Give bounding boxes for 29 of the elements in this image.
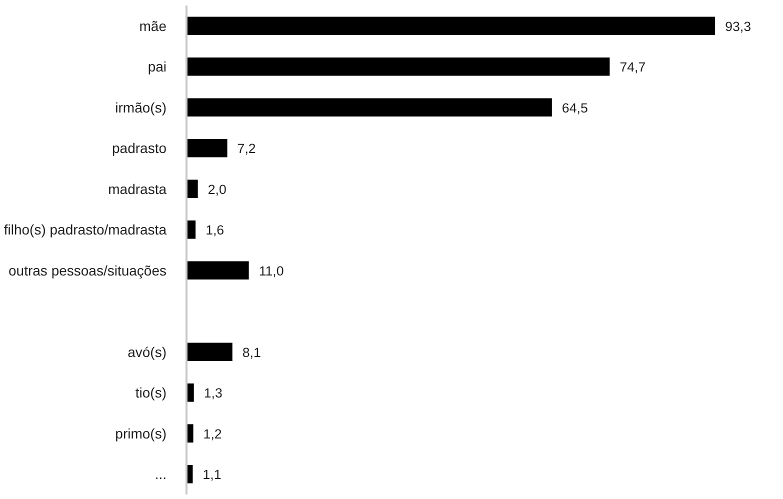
bar xyxy=(186,57,610,76)
y-tick-label: outras pessoas/situações xyxy=(8,262,167,278)
bar xyxy=(186,342,232,362)
y-tick-label: madrasta xyxy=(108,180,167,197)
bar xyxy=(186,98,552,117)
y-tick-label: padrasto xyxy=(112,140,167,156)
y-tick-label: mãe xyxy=(139,18,167,34)
data-label: 1,3 xyxy=(204,386,222,401)
data-label: 11,0 xyxy=(258,263,284,278)
data-label: 1,2 xyxy=(203,426,222,442)
data-label: 74,7 xyxy=(620,60,646,75)
bar xyxy=(186,180,198,198)
y-tick-label: pai xyxy=(148,58,167,75)
data-label: 1,6 xyxy=(206,222,224,238)
bar xyxy=(186,16,716,36)
bar xyxy=(186,138,228,158)
data-label: 1,1 xyxy=(202,467,222,482)
bar xyxy=(186,261,249,280)
data-label: 93,3 xyxy=(725,18,752,34)
data-label: 8,1 xyxy=(242,344,261,360)
data-label: 7,2 xyxy=(237,141,256,156)
y-tick-label: primo(s) xyxy=(115,425,167,442)
y-tick-label: avó(s) xyxy=(128,344,167,360)
data-label: 2,0 xyxy=(208,182,226,197)
y-tick-label: tio(s) xyxy=(135,384,167,401)
y-tick-label: filho(s) padrasto/madrasta xyxy=(4,222,167,238)
y-tick-label: ... xyxy=(154,466,167,482)
y-tick-label: irmão(s) xyxy=(115,99,167,116)
data-label: 64,5 xyxy=(562,100,588,116)
